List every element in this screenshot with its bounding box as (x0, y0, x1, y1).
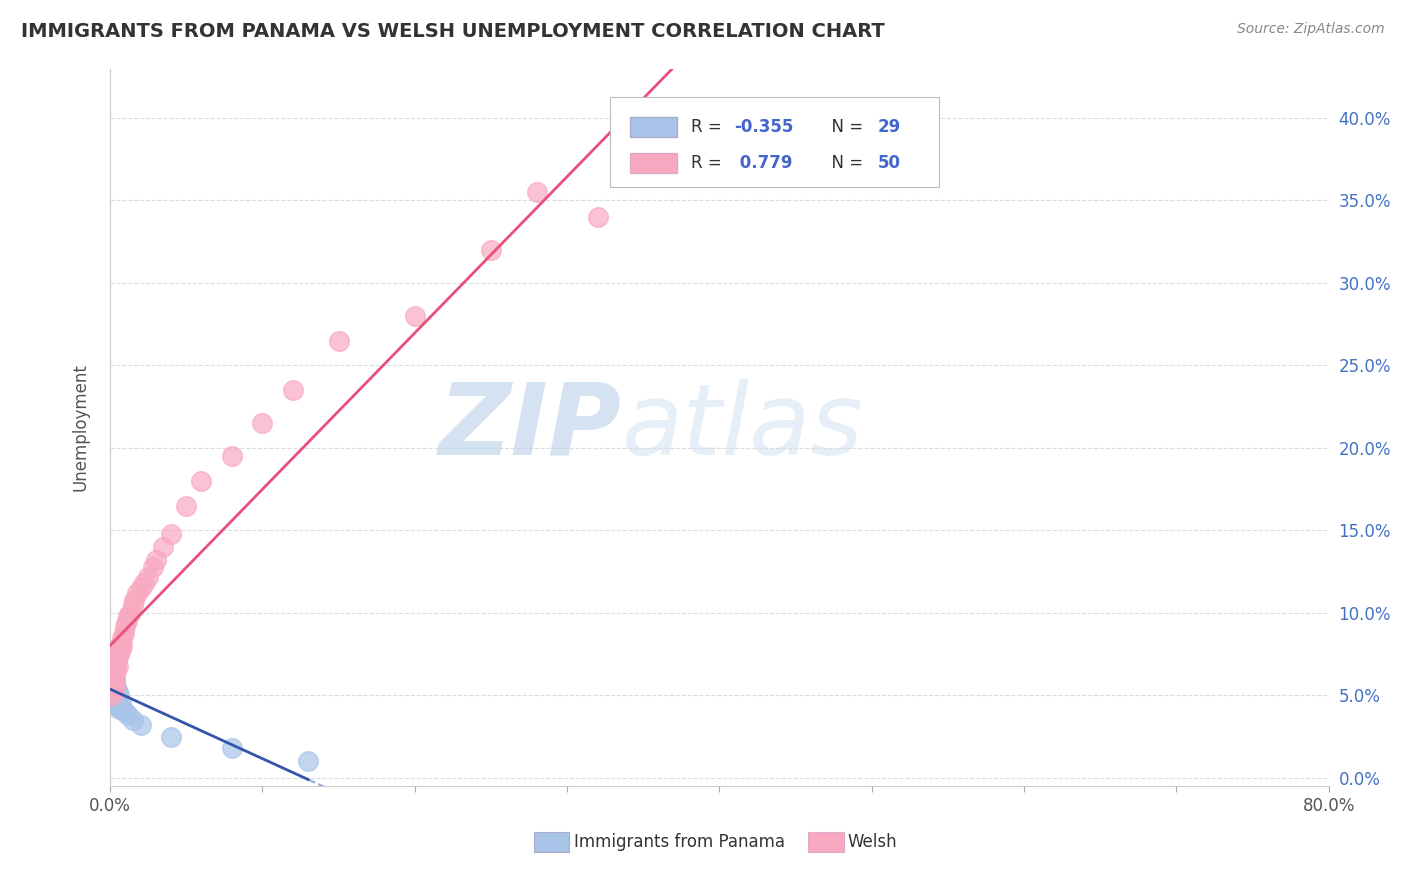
Point (107, 642, 129, 657)
Point (662, 144, 685, 158)
Point (101, 685, 124, 699)
Text: R =: R = (692, 118, 727, 136)
Point (145, 553, 167, 567)
Point (107, 697, 129, 711)
Point (110, 695, 132, 709)
Point (100, 680, 122, 694)
Point (101, 675, 124, 690)
Point (479, 243, 502, 257)
Point (111, 631, 134, 645)
Point (104, 680, 127, 694)
Point (160, 730, 183, 744)
Point (100, 656, 122, 670)
Point (100, 647, 122, 661)
Point (104, 664, 127, 678)
Point (127, 586, 149, 600)
Point (108, 689, 131, 703)
FancyBboxPatch shape (630, 117, 676, 136)
Point (112, 625, 135, 640)
Point (114, 705, 136, 719)
Point (105, 680, 128, 694)
Point (221, 449, 243, 463)
Point (111, 701, 134, 715)
Point (586, 210, 609, 224)
Point (100, 672, 122, 686)
Text: Immigrants from Panama: Immigrants from Panama (574, 833, 785, 851)
Point (152, 540, 174, 554)
Text: 29: 29 (877, 118, 901, 136)
Point (122, 713, 145, 727)
Point (104, 697, 127, 711)
Point (122, 598, 145, 612)
Point (110, 635, 132, 649)
Point (104, 680, 127, 694)
Point (108, 647, 131, 661)
Text: Welsh: Welsh (848, 833, 897, 851)
Y-axis label: Unemployment: Unemployment (72, 363, 89, 491)
Point (100, 680, 122, 694)
Point (100, 664, 122, 678)
Text: N =: N = (821, 118, 868, 136)
Point (129, 718, 152, 732)
Text: Source: ZipAtlas.com: Source: ZipAtlas.com (1237, 22, 1385, 37)
Point (114, 619, 136, 633)
Point (104, 656, 127, 670)
Point (117, 609, 139, 624)
Point (107, 650, 129, 665)
Point (104, 672, 127, 686)
Text: -0.355: -0.355 (734, 118, 793, 136)
Point (117, 708, 139, 723)
Point (108, 701, 131, 715)
Point (105, 647, 128, 661)
Point (105, 656, 128, 670)
Point (100, 689, 122, 703)
Point (111, 639, 134, 653)
Text: R =: R = (692, 154, 727, 172)
Point (101, 658, 124, 673)
Point (328, 334, 350, 348)
Point (101, 658, 124, 673)
Point (100, 672, 122, 686)
Point (526, 186, 548, 200)
Point (104, 672, 127, 686)
Point (190, 474, 212, 488)
Point (101, 675, 124, 690)
Point (118, 606, 141, 620)
Point (132, 576, 155, 591)
Point (252, 416, 274, 430)
Text: IMMIGRANTS FROM PANAMA VS WELSH UNEMPLOYMENT CORRELATION CHART: IMMIGRANTS FROM PANAMA VS WELSH UNEMPLOY… (21, 22, 884, 41)
Point (105, 691, 128, 706)
Point (221, 741, 243, 756)
Point (101, 691, 124, 706)
FancyBboxPatch shape (610, 97, 939, 187)
FancyBboxPatch shape (630, 153, 676, 173)
Text: 0.779: 0.779 (734, 154, 793, 172)
Point (108, 639, 131, 653)
Point (297, 755, 319, 769)
Point (101, 668, 124, 682)
Text: 50: 50 (877, 154, 901, 172)
Point (129, 581, 152, 595)
Point (104, 689, 127, 703)
Point (105, 664, 128, 678)
Text: N =: N = (821, 154, 868, 172)
Point (110, 642, 132, 657)
Point (107, 658, 129, 673)
Point (107, 685, 129, 699)
Point (136, 569, 159, 583)
Point (115, 614, 138, 628)
Point (100, 664, 122, 678)
Point (404, 309, 426, 323)
Point (101, 667, 124, 681)
Text: atlas: atlas (621, 379, 863, 475)
Text: ZIP: ZIP (439, 379, 621, 475)
Point (124, 592, 146, 607)
Point (281, 383, 304, 397)
Point (142, 559, 165, 574)
Point (160, 526, 183, 541)
Point (101, 685, 124, 699)
Point (174, 499, 197, 513)
